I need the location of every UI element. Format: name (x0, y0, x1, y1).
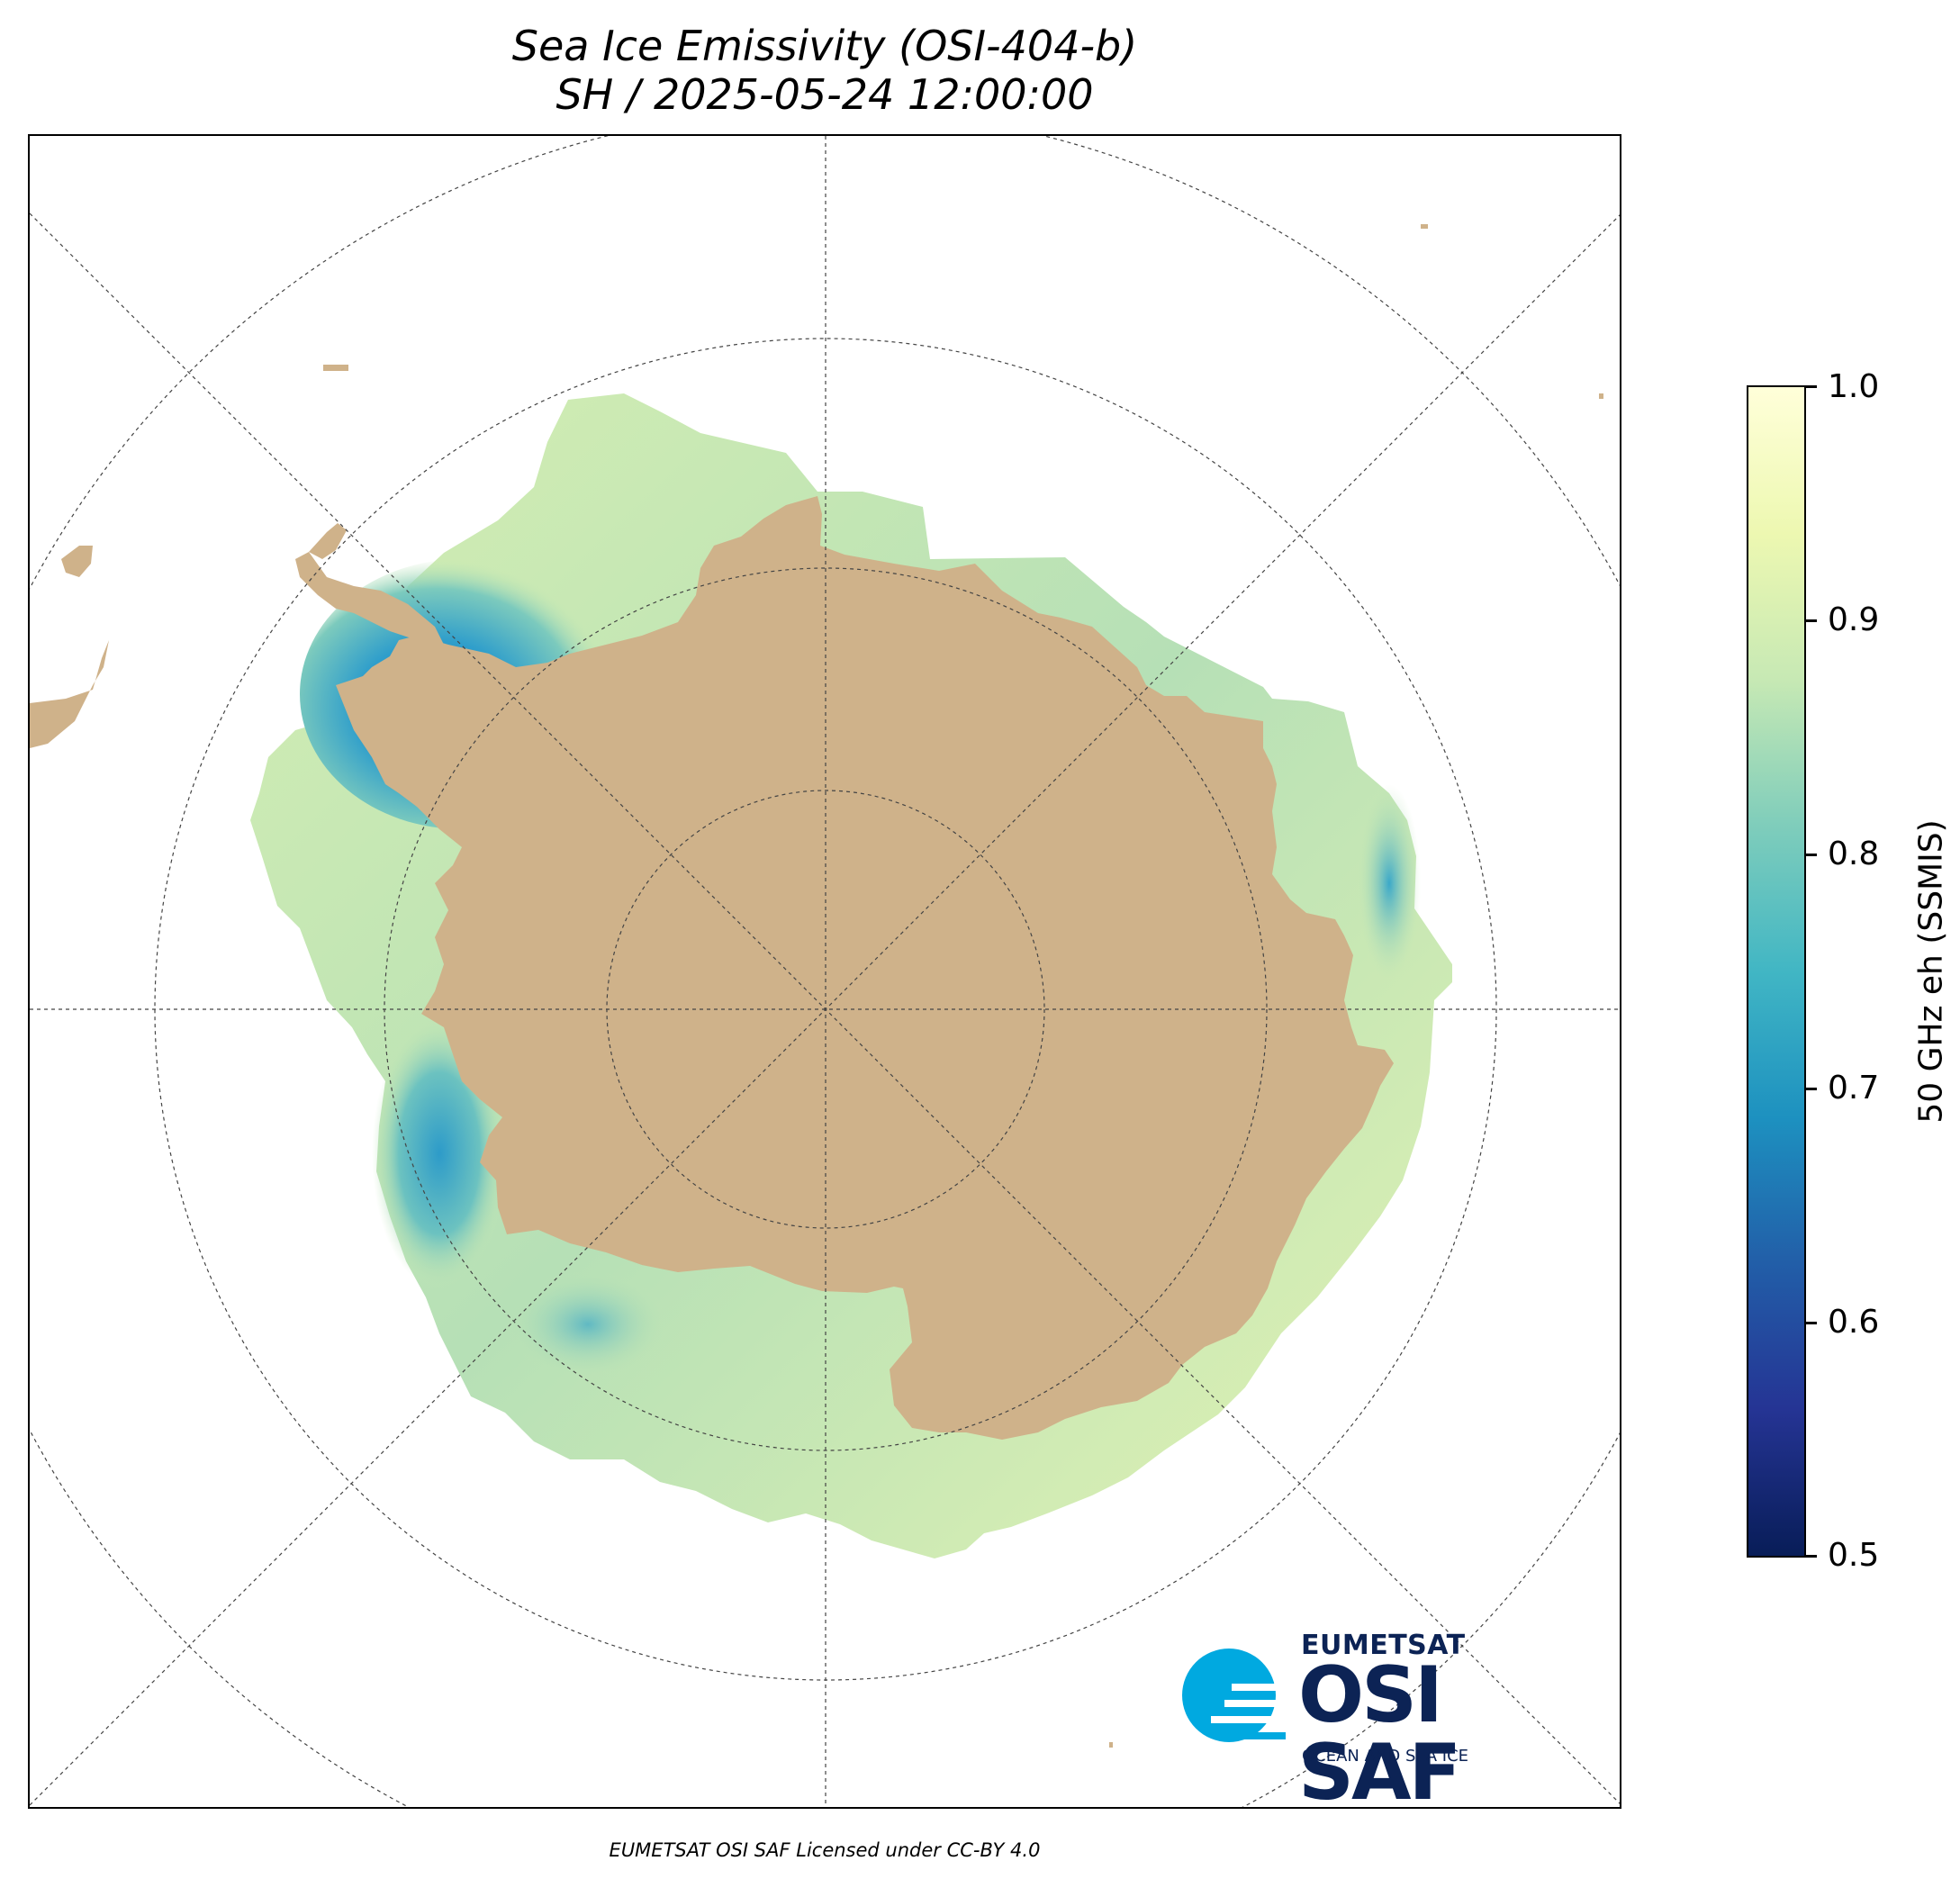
map-panel (28, 134, 1621, 1809)
colorbar-tick-1.0 (1806, 385, 1817, 388)
colorbar-label-0.7: 0.7 (1828, 1070, 1880, 1107)
colorbar-tick-0.6 (1806, 1322, 1817, 1324)
meridian-diagonal-2 (30, 214, 1620, 1806)
colorbar-tick-0.8 (1806, 854, 1817, 856)
colorbar-tick-0.5 (1806, 1555, 1817, 1558)
falkland-fragment (61, 546, 93, 577)
south-georgia-fragment (323, 365, 348, 371)
meridians (30, 136, 1620, 1807)
island-fragment-s (1109, 1742, 1113, 1748)
colorbar-label-1.0: 1.0 (1828, 368, 1880, 405)
pacific-low-emissivity-patch (507, 1270, 669, 1378)
antarctica-landmass (336, 496, 1394, 1440)
logo-eumetsat-text: EUMETSAT (1301, 1630, 1466, 1661)
title-line-1: Sea Ice Emissivity (OSI-404-b) (511, 22, 1138, 70)
colorbar-tick-0.9 (1806, 619, 1817, 622)
meridian-diagonal-1 (30, 212, 1620, 1804)
polar-map (30, 136, 1620, 1807)
island-fragment-ne (1421, 224, 1428, 229)
colorbar-tick-0.7 (1806, 1088, 1817, 1090)
title-line-2: SH / 2025-05-24 12:00:00 (555, 70, 1094, 119)
colorbar-label-0.5: 0.5 (1828, 1537, 1880, 1574)
osi-saf-logo-mark (1182, 1649, 1287, 1742)
island-fragment-e (1599, 393, 1603, 399)
colorbar (1747, 385, 1806, 1558)
osi-saf-logo: EUMETSAT OSI SAF OCEAN AND SEA ICE (1179, 1630, 1594, 1811)
colorbar-label-0.6: 0.6 (1828, 1304, 1880, 1341)
logo-subtitle: OCEAN AND SEA ICE (1302, 1747, 1469, 1766)
colorbar-label-0.9: 0.9 (1828, 601, 1880, 638)
colorbar-label-0.8: 0.8 (1828, 836, 1880, 872)
south-america-tip (30, 640, 109, 748)
logo-osisaf-text: OSI SAF (1298, 1650, 1461, 1818)
license-credit: EUMETSAT OSI SAF Licensed under CC-BY 4.… (609, 1839, 1041, 1861)
colorbar-axis-label: 50 GHz eh (SSMIS) (1912, 819, 1950, 1124)
antarctic-peninsula (295, 552, 444, 645)
peninsula-tip (309, 523, 347, 559)
east-low-emissivity-patch (1358, 784, 1421, 982)
